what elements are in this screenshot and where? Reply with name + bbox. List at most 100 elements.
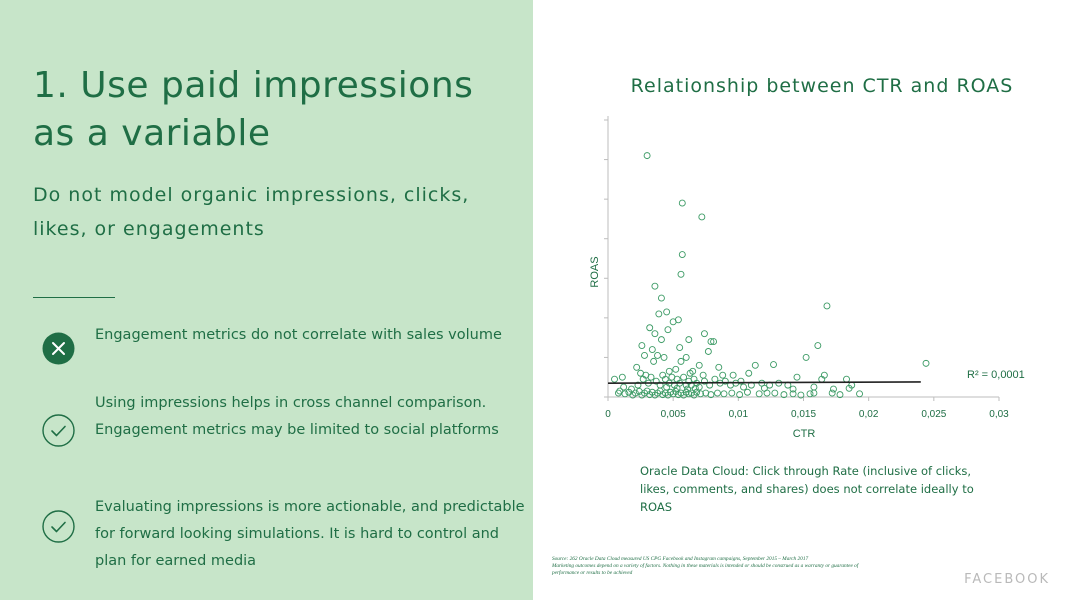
data-point [700, 330, 708, 338]
data-point [638, 342, 646, 350]
data-point [699, 371, 707, 379]
data-point [721, 377, 729, 385]
data-point [736, 391, 744, 399]
source-line: Marketing outcomes depend on a variety o… [552, 563, 859, 569]
scatter-chart: Relationship between CTR and ROAS 0 0,005… [589, 75, 1025, 440]
data-point [707, 338, 715, 346]
slide-title: 1. Use paid impressions as a variable [33, 65, 474, 154]
data-point [771, 389, 779, 397]
y-axis-label: ROAS [589, 256, 601, 287]
data-point [830, 385, 837, 393]
data-point [823, 302, 831, 310]
data-point [707, 391, 715, 399]
x-tick-label: 0,01 [729, 409, 749, 420]
data-point [719, 371, 727, 379]
point-line: Engagement metrics may be limited to soc… [95, 422, 499, 438]
data-point [793, 373, 801, 381]
data-point [770, 361, 777, 369]
data-point [650, 357, 658, 365]
data-point [789, 385, 797, 393]
data-point [621, 390, 629, 398]
data-point [697, 390, 704, 398]
x-tick-label: 0,03 [989, 409, 1009, 420]
trendline-group [607, 381, 921, 384]
data-point [704, 348, 712, 355]
data-point [828, 389, 836, 397]
data-point [665, 367, 673, 375]
point-impressions-actionable: Evaluating impressions is more actionabl… [95, 494, 525, 575]
chart-title: Relationship between CTR and ROAS [631, 75, 1014, 97]
x-tick-label: 0,005 [661, 409, 686, 420]
x-axis: 0 0,005 0,01 0,015 0,02 0,025 0,03 [605, 396, 1009, 420]
data-point [660, 353, 668, 361]
data-point [655, 310, 663, 318]
data-point [651, 330, 659, 338]
data-point [810, 383, 818, 391]
chart-caption: Oracle Data Cloud: Click through Rate (i… [640, 464, 974, 514]
facebook-logo: FACEBOOK [964, 572, 1050, 587]
data-point [641, 352, 648, 359]
data-point [672, 365, 680, 373]
data-point [685, 336, 693, 344]
data-point [814, 342, 822, 350]
data-point [620, 383, 628, 391]
data-point [643, 152, 651, 160]
data-point [700, 377, 708, 385]
check-circle-icon [42, 414, 75, 447]
point-line: Using impressions helps in cross channel… [95, 395, 487, 411]
data-point [744, 388, 751, 396]
data-point [856, 390, 863, 398]
data-point [740, 383, 747, 391]
data-point [755, 390, 763, 398]
data-point [810, 389, 818, 397]
data-point [720, 390, 728, 398]
data-point [751, 361, 759, 369]
data-point [737, 377, 745, 385]
data-point [654, 352, 661, 359]
data-point [673, 384, 681, 392]
point-line: Engagement metrics do not correlate with… [95, 327, 502, 343]
point-line: plan for earned media [95, 553, 257, 569]
data-point [614, 389, 622, 397]
data-point [836, 391, 844, 399]
data-point [647, 373, 655, 381]
point-line: for forward looking simulations. It is h… [95, 526, 499, 542]
data-point [691, 384, 699, 392]
source-line: Source: 262 Oracle Data Cloud measured U… [552, 556, 809, 562]
data-point [646, 324, 654, 332]
left-panel: 1. Use paid impressions as a variable Do… [0, 0, 533, 600]
data-point [715, 363, 723, 371]
data-point [678, 251, 686, 258]
point-line: Evaluating impressions is more actionabl… [95, 499, 525, 515]
slide-subtitle: Do not model organic impressions, clicks… [33, 184, 470, 240]
data-point [760, 384, 768, 392]
data-point [693, 388, 701, 396]
data-point [657, 294, 665, 302]
data-point [711, 375, 719, 383]
data-point [728, 389, 736, 397]
x-tick-label: 0,02 [859, 409, 879, 420]
x-tick-label: 0,025 [921, 409, 946, 420]
data-point [677, 270, 685, 278]
x-axis-label: CTR [793, 428, 816, 440]
data-point [922, 359, 930, 367]
data-point [689, 367, 697, 375]
data-point [616, 387, 624, 395]
data-point [618, 373, 626, 381]
data-point [695, 361, 703, 369]
data-point [676, 344, 684, 351]
data-point [674, 316, 682, 324]
right-panel: Relationship between CTR and ROAS 0 0,005… [533, 0, 1067, 600]
data-point [684, 385, 691, 393]
data-point [710, 338, 718, 346]
x-tick-label: 0,015 [791, 409, 816, 420]
source-line: performance or results to be achieved [552, 570, 633, 576]
data-point [682, 353, 690, 361]
data-point [663, 308, 671, 316]
data-point [789, 390, 797, 398]
data-point [631, 389, 639, 397]
x-circle-icon [42, 332, 75, 365]
data-point [652, 377, 660, 385]
point-engagement-not-correlated: Engagement metrics do not correlate with… [95, 322, 525, 349]
data-points [611, 152, 930, 399]
